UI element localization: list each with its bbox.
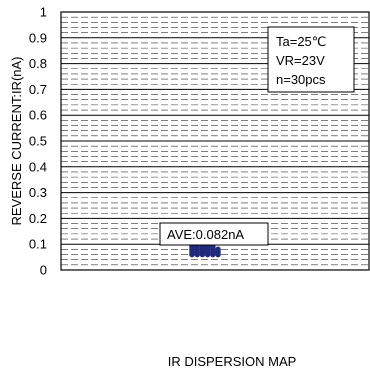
y-tick-label: 0.5	[29, 134, 47, 149]
y-tick-label: 0.8	[29, 56, 47, 71]
data-point	[215, 246, 221, 253]
y-tick-label: 1	[40, 5, 47, 20]
average-annotation: AVE:0.082nA	[159, 222, 269, 246]
y-axis-label: REVERSE CURRENT:IR(nA)	[9, 56, 24, 225]
y-tick-label: 0.7	[29, 82, 47, 97]
conditions-box-frame	[267, 26, 355, 93]
y-axis-ticks: 0 0.1 0.2 0.3 0.4 0.5 0.6 0.7 0.8 0.9 1	[29, 5, 47, 278]
y-tick-label: 0.4	[29, 159, 47, 174]
conditions-box: Ta=25℃ VR=23V n=30pcs	[267, 26, 355, 93]
condition-temperature: Ta=25℃	[276, 34, 326, 49]
condition-sample-count: n=30pcs	[276, 72, 326, 87]
condition-voltage: VR=23V	[276, 53, 325, 68]
plot-frame	[60, 11, 370, 271]
y-tick-label: 0.6	[29, 108, 47, 123]
y-tick-label: 0.2	[29, 211, 47, 226]
average-annotation-text: AVE:0.082nA	[167, 227, 244, 242]
x-axis-label: IR DISPERSION MAP	[168, 354, 297, 369]
y-tick-label: 0.9	[29, 30, 47, 45]
y-tick-label: 0.1	[29, 237, 47, 252]
average-annotation-frame	[159, 222, 269, 246]
y-tick-label: 0	[40, 263, 47, 278]
y-tick-label: 0.3	[29, 185, 47, 200]
